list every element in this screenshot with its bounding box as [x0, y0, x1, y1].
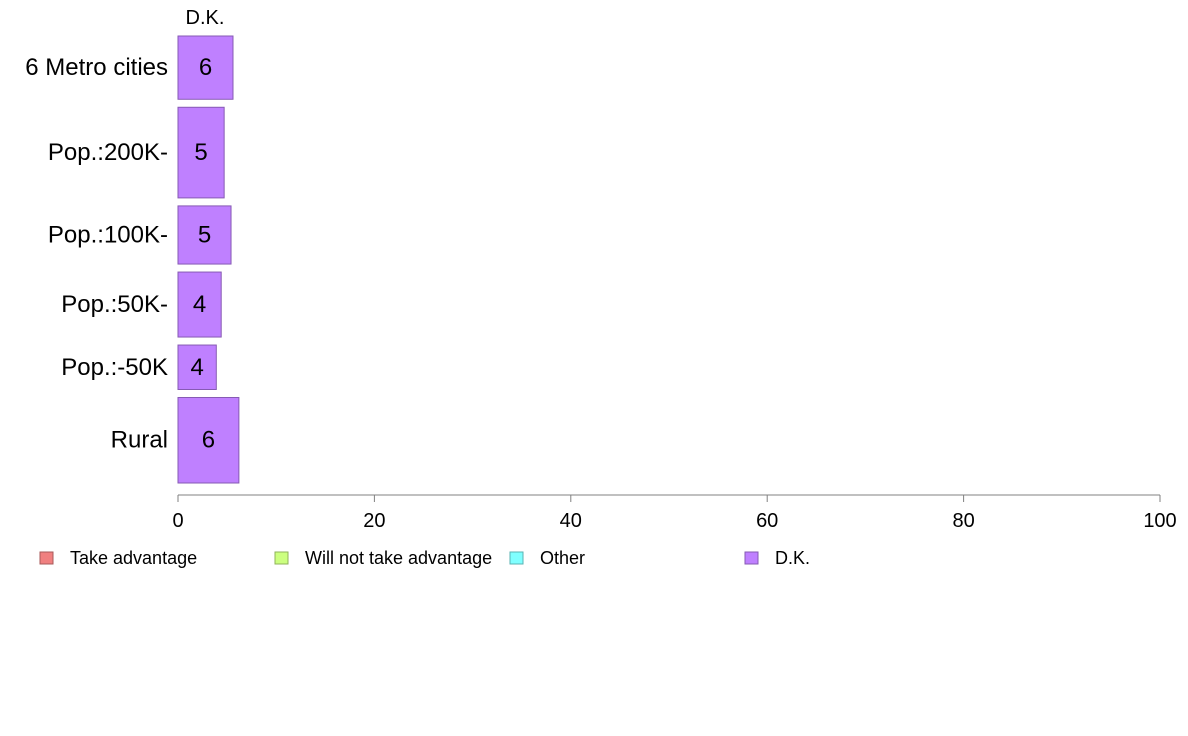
- x-tick-label: 80: [952, 510, 974, 532]
- series-header: D.K.: [186, 7, 225, 29]
- bars: 6 5 5 4 4 6: [177, 35, 240, 484]
- bar: [177, 396, 240, 484]
- legend-label: Other: [540, 548, 585, 568]
- x-tick-label: 40: [560, 510, 582, 532]
- category-label: Pop.:100K-: [48, 221, 168, 248]
- bar: [177, 205, 232, 265]
- data-label: 4: [190, 354, 203, 381]
- legend-label: Take advantage: [70, 548, 197, 568]
- legend-swatch: [509, 551, 524, 565]
- bar: [177, 35, 234, 100]
- legend-swatch: [744, 551, 759, 565]
- data-label: 6: [199, 54, 212, 81]
- x-tick-label: 20: [363, 510, 385, 532]
- data-label: 5: [194, 139, 207, 166]
- legend-swatch: [39, 551, 54, 565]
- data-label: 4: [193, 291, 206, 318]
- x-tick-label: 0: [172, 510, 183, 532]
- x-axis: 0 20 40 60 80 100: [172, 494, 1177, 532]
- legend-swatch: [274, 551, 289, 565]
- data-label: 6: [202, 427, 215, 454]
- data-label: 5: [198, 221, 211, 248]
- category-label: Pop.:50K-: [61, 291, 168, 318]
- legend: Take advantage Will not take advantage Oth…: [39, 548, 810, 568]
- category-label: Pop.:200K-: [48, 139, 168, 166]
- bar: [177, 344, 217, 390]
- legend-label: Will not take advantage: [305, 548, 492, 568]
- category-label: Pop.:-50K: [61, 354, 168, 381]
- category-label: Rural: [111, 427, 168, 454]
- legend-label: D.K.: [775, 548, 810, 568]
- x-tick-label: 60: [756, 510, 778, 532]
- bar: [177, 271, 222, 338]
- category-labels: 6 Metro cities Pop.:200K- Pop.:100K- Pop.:5…: [25, 54, 168, 454]
- x-tick-label: 100: [1143, 510, 1176, 532]
- category-label: 6 Metro cities: [25, 54, 168, 81]
- bar: [177, 106, 225, 199]
